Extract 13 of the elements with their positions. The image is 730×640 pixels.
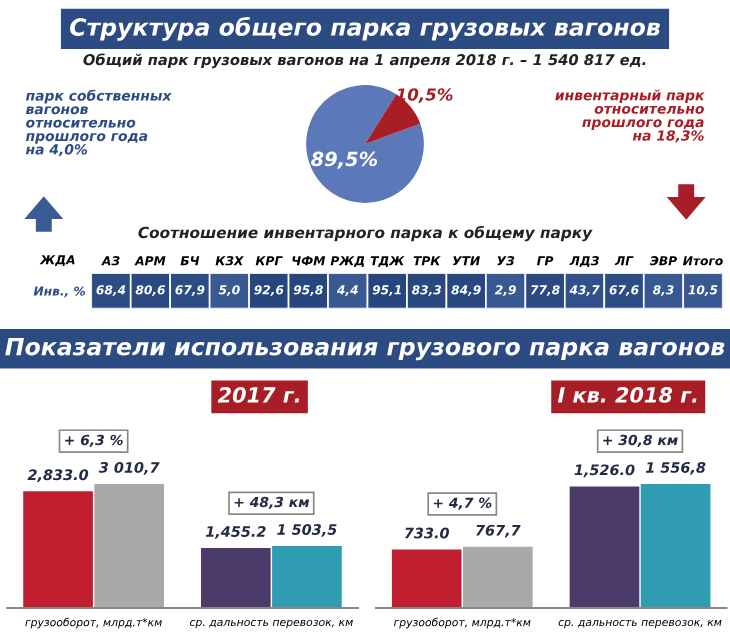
- bar: [640, 484, 711, 608]
- bar: [569, 486, 640, 608]
- bar: [391, 549, 462, 608]
- chart-subtitle: 2017 г.: [217, 387, 300, 403]
- bar: [94, 484, 165, 608]
- bar: [272, 546, 342, 608]
- chart-title: Структура общего парка грузовых вагонов: [70, 16, 660, 41]
- bar: [200, 548, 271, 608]
- chart-title: Показатели использования грузового парка вагонов: [5, 337, 725, 361]
- data-label: 89,5%: [311, 151, 378, 169]
- chart-subtitle: I кв. 2018 г.: [557, 387, 697, 403]
- bar: [462, 546, 533, 608]
- bar: [23, 491, 93, 608]
